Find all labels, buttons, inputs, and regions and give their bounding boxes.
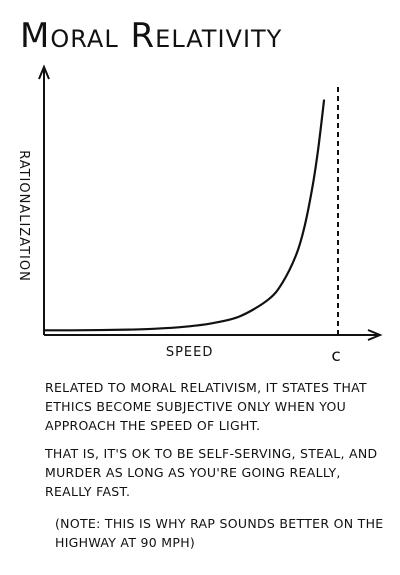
chart-area: SPEED RATIONALIZATION c	[16, 64, 383, 366]
x-axis-arrow	[367, 329, 383, 341]
chart-plot	[42, 99, 326, 332]
y-axis-label: RATIONALIZATION	[16, 150, 31, 282]
x-marker-label: c	[331, 346, 340, 366]
caption-note: (Note: this is why rap sounds better on …	[55, 516, 384, 550]
x-axis-label: SPEED	[166, 345, 214, 360]
rationalization-curve	[42, 99, 326, 332]
y-axis-arrow	[38, 64, 50, 80]
chart-title: Moral Relativity	[20, 16, 283, 56]
caption-paragraph-1: Related to moral relativism, it states t…	[45, 380, 367, 433]
chart-labels: SPEED RATIONALIZATION c	[16, 150, 341, 366]
caption-paragraph-2: That is, it's ok to be self-serving, ste…	[45, 446, 378, 499]
chart-axes	[38, 64, 383, 341]
